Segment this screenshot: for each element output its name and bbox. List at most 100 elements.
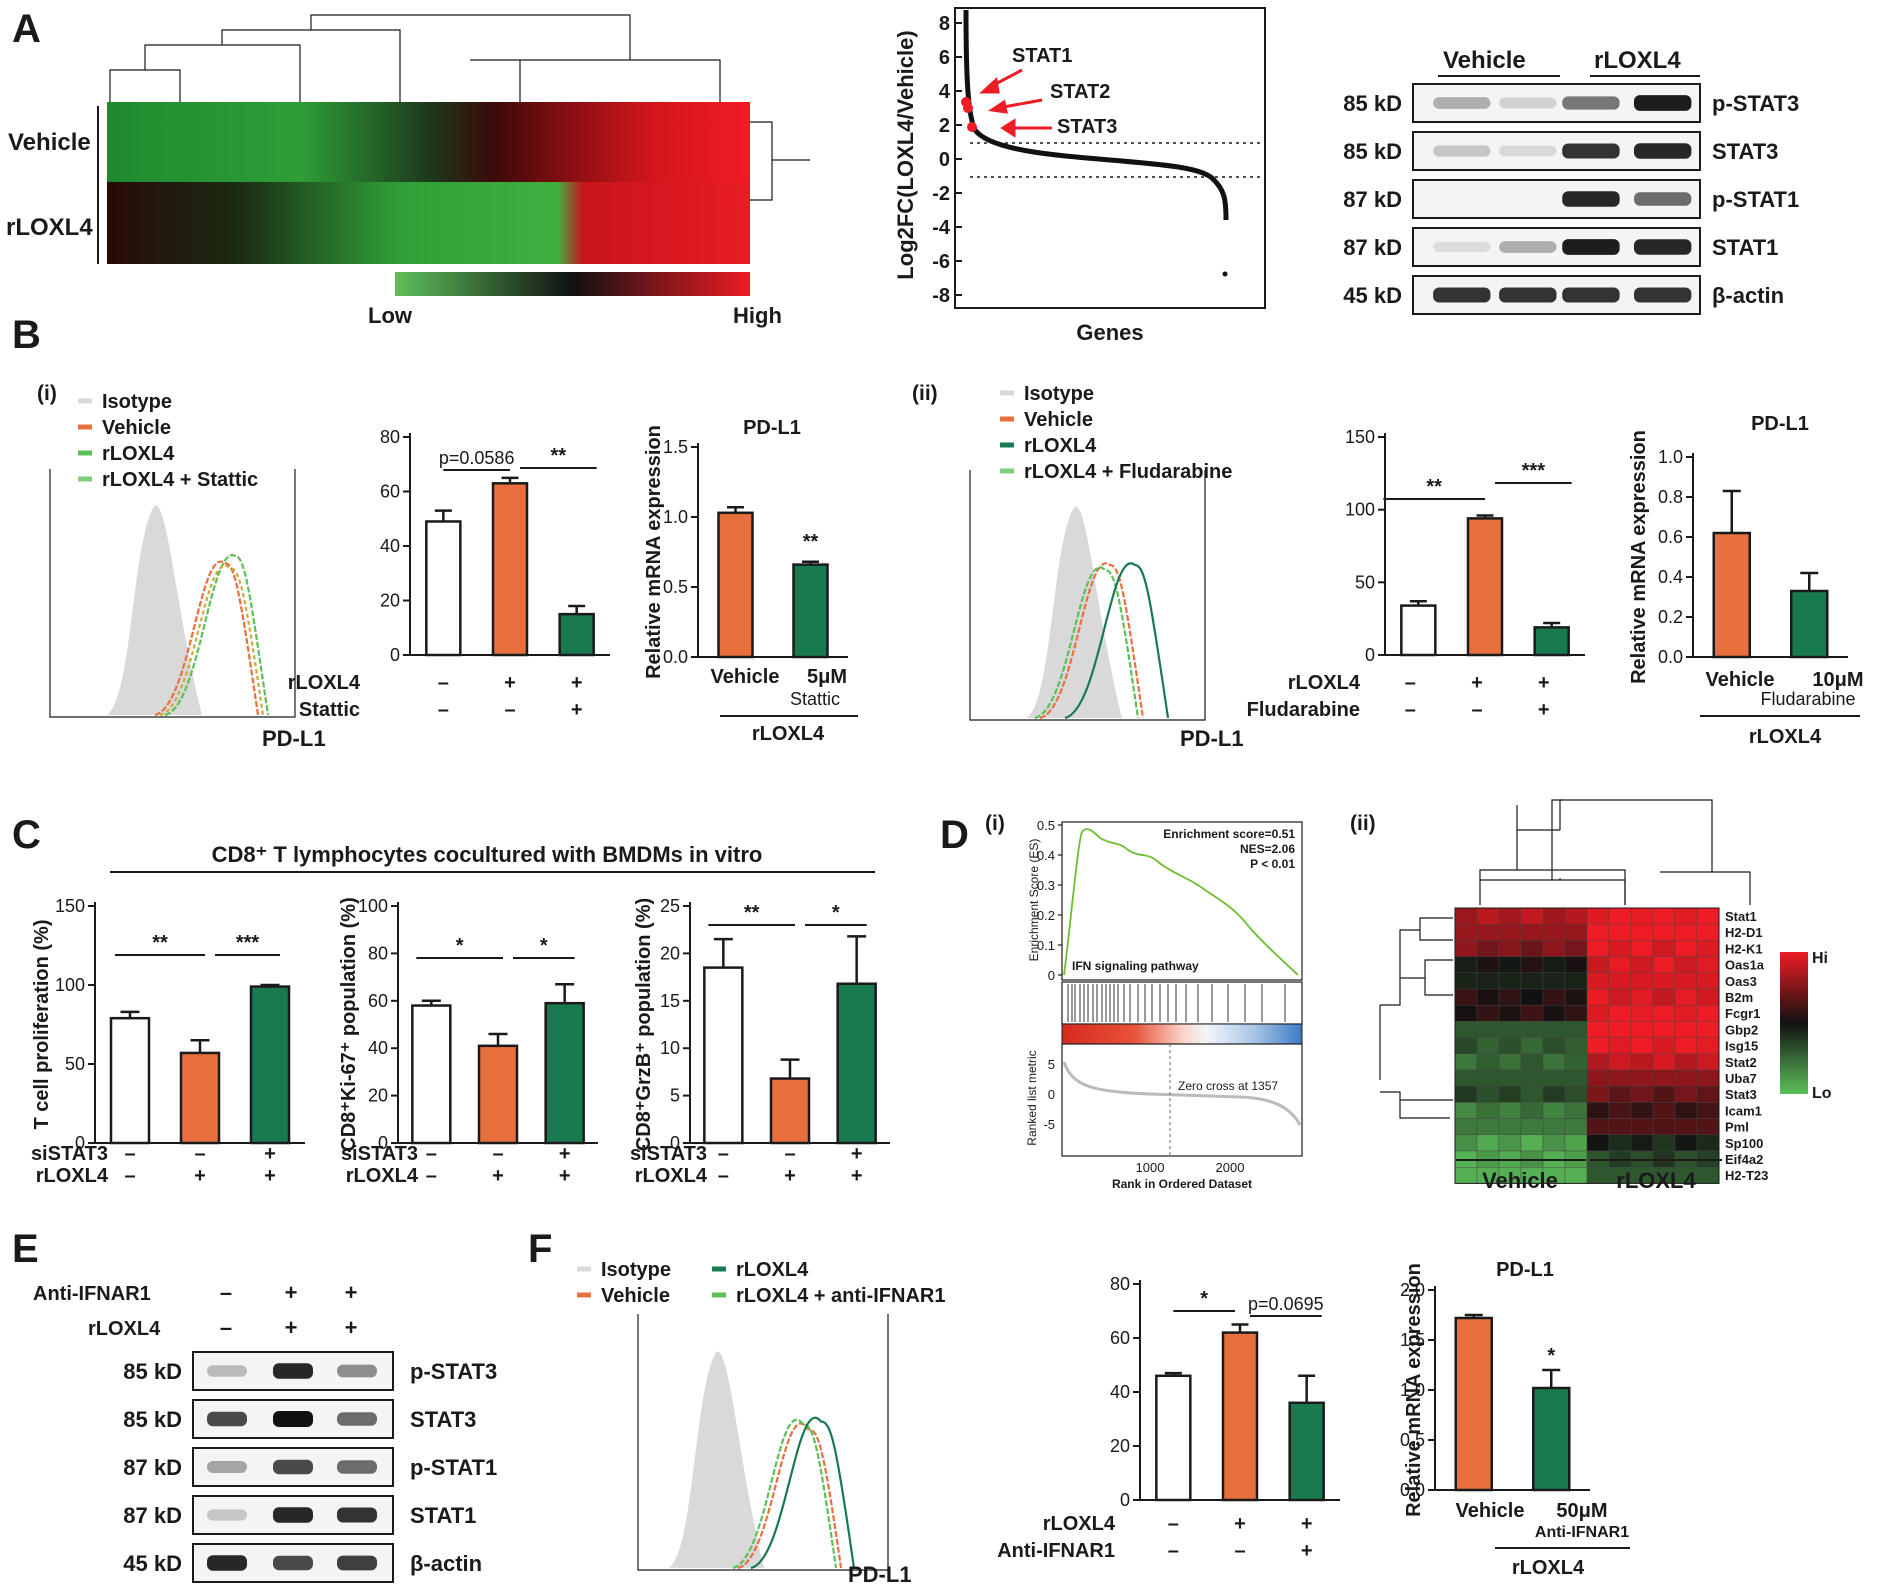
b-ii-sig-1-label: ** xyxy=(1426,476,1442,498)
d-heatmap-cell xyxy=(1608,1021,1632,1038)
d-heatmap-cell xyxy=(1586,1102,1610,1119)
mrna-b-i-ytick-label: 1.5 xyxy=(663,437,688,457)
bar-b-ii-ytick-label: 0 xyxy=(1365,645,1375,665)
panel-label-c: C xyxy=(12,813,41,857)
d-gene-label: Oas1a xyxy=(1725,958,1765,973)
d-heatmap-cell xyxy=(1586,1134,1610,1152)
b-ii-sign: – xyxy=(1405,699,1416,721)
d-heatmap-cell xyxy=(1564,1005,1588,1022)
mrna-f-ytick-label: 1.0 xyxy=(1400,1380,1425,1400)
gsea-metric-ylabel: Ranked list metric xyxy=(1025,1050,1039,1145)
d-heatmap-cell xyxy=(1608,907,1632,925)
blot-a-band xyxy=(1562,96,1620,110)
bar-c-3-bar-2 xyxy=(769,1077,811,1145)
b-i-sign: – xyxy=(438,699,449,721)
mrna-b-ii-cat-2: 10μM xyxy=(1812,669,1863,691)
blot-e-band xyxy=(207,1460,247,1474)
d-heatmap-cell xyxy=(1696,1021,1720,1038)
flow-b-i-frame xyxy=(49,469,296,718)
c1-sign: + xyxy=(264,1165,276,1187)
mrna-b-i-cat-2: 5μM xyxy=(807,666,847,688)
panel-label-b: B xyxy=(12,313,41,357)
mrna-b-i-bar-2 xyxy=(792,563,829,659)
scatter-ytick-label: 0 xyxy=(939,149,950,171)
d-heatmap-cell xyxy=(1586,972,1610,990)
c3-sign: – xyxy=(784,1143,795,1165)
d-heatmap-cell xyxy=(1498,1021,1522,1038)
d-heatmap-cell xyxy=(1696,988,1720,1006)
mrna-b-i-ytick-label: 0.5 xyxy=(663,577,688,597)
legend-f: Isotype Vehicle rLOXL4 rLOXL4 + anti-IFNAR1 xyxy=(577,1259,945,1307)
panel-a-scatter: 8 6 4 2 0 -2 -4 -6 -8 Log2FC(LOXL4/Vehicle) Gene… xyxy=(893,7,1266,345)
bar-f-ytick-label: 40 xyxy=(1110,1382,1130,1402)
bar-b-i-ytick-label: 80 xyxy=(380,427,400,447)
flow-b-i-xlabel: PD-L1 xyxy=(262,726,326,751)
scatter-ytick-label: -2 xyxy=(932,183,950,205)
b-ii-sig-2-label: *** xyxy=(1522,460,1546,482)
blot-a-band xyxy=(1633,95,1692,111)
blot-e-size-label: 85 kD xyxy=(123,1407,182,1432)
d-heatmap-cell xyxy=(1608,956,1632,973)
d-heatmap-cell xyxy=(1674,1118,1698,1135)
sublabel-b-i: (i) xyxy=(37,382,57,405)
d-heatmap-cell xyxy=(1696,956,1720,973)
blot-e-size-label: 87 kD xyxy=(123,1455,182,1480)
mrna-b-i-title: PD-L1 xyxy=(743,417,801,439)
blot-e-protein-label: β-actin xyxy=(410,1551,482,1576)
bar-c-3-bar-1 xyxy=(703,966,744,1145)
scatter-ylabel: Log2FC(LOXL4/Vehicle) xyxy=(893,30,918,279)
d-heatmap-cell xyxy=(1564,1085,1588,1103)
mrna-b-ii-group: rLOXL4 xyxy=(1749,726,1822,748)
d-heatmap-cell xyxy=(1696,972,1720,990)
stat3-point xyxy=(967,122,977,132)
blot-e-protein-label: STAT1 xyxy=(410,1503,476,1528)
d-heatmap-cell xyxy=(1542,1037,1566,1054)
gsea-ytick-label: 0.3 xyxy=(1037,878,1055,893)
d-heatmap-cell xyxy=(1652,1053,1676,1071)
blot-e-lanes: 85 kD p-STAT3 85 kD STAT3 87 kD p-STAT1 87 kD S… xyxy=(123,1351,497,1583)
scatter-ytick-label: -8 xyxy=(932,285,950,307)
gsea-y-axis: 0.5 0.4 0.3 0.2 0.1 0 xyxy=(1037,818,1062,983)
d-heatmap-cell xyxy=(1520,1053,1544,1071)
d-heatmap-cell xyxy=(1476,1085,1500,1103)
d-heatmap-cell xyxy=(1542,907,1566,925)
d-heatmap-frame xyxy=(1454,907,1720,1184)
d-heatmap-cell xyxy=(1608,972,1632,990)
d-heatmap-cell xyxy=(1498,1037,1522,1054)
d-heatmap-cell xyxy=(1564,907,1588,925)
c3-sign: – xyxy=(718,1143,729,1165)
c2-sig-1-label: * xyxy=(456,935,464,957)
d-heatmap-cell xyxy=(1454,1134,1478,1152)
d-heatmap-cell xyxy=(1696,1069,1720,1087)
c3-row-label: rLOXL4 xyxy=(635,1165,708,1187)
bar-c-2-bar-1 xyxy=(411,1004,452,1145)
panel-b-ii: (ii) Isotype Vehicle rLOXL4 rLOXL4 + Fludar… xyxy=(912,382,1864,751)
bar-c-3-ytick-label: 0 xyxy=(670,1133,680,1153)
b-ii-sign: + xyxy=(1538,699,1550,721)
d-heatmap-cell xyxy=(1674,1037,1698,1054)
bar-c-1-bar-1 xyxy=(109,1016,151,1145)
bar-f-bar-2 xyxy=(1221,1331,1259,1502)
gsea-xtick-1000: 1000 xyxy=(1136,1160,1165,1175)
d-gene-label: Stat2 xyxy=(1725,1055,1757,1070)
d-gene-label: Sp100 xyxy=(1725,1136,1763,1151)
c1-sig-2-label: *** xyxy=(236,932,260,954)
gsea-stat-p: P < 0.01 xyxy=(1250,857,1295,871)
c1-sign: – xyxy=(124,1165,135,1187)
mrna-b-ii-ytick-label: 1.0 xyxy=(1658,447,1683,467)
d-heatmap-cell xyxy=(1564,1166,1588,1184)
d-heatmap-cell xyxy=(1564,924,1588,941)
d-heatmap-cell xyxy=(1564,1069,1588,1087)
d-heatmap-cell xyxy=(1652,972,1676,990)
d-heatmap-cell xyxy=(1630,1134,1654,1152)
c2-sign: – xyxy=(492,1143,503,1165)
bar-c-2-ytick-label: 0 xyxy=(378,1133,388,1153)
c2-sign: + xyxy=(492,1165,504,1187)
mrna-f-ytick-label: 0.5 xyxy=(1400,1430,1425,1450)
d-heatmap-cell xyxy=(1476,924,1500,941)
gsea-ytick-label: 0.2 xyxy=(1037,908,1055,923)
d-heatmap-cell xyxy=(1586,1021,1610,1038)
b-ii-row-label: rLOXL4 xyxy=(1288,672,1361,694)
d-heatmap-cell xyxy=(1564,1134,1588,1152)
